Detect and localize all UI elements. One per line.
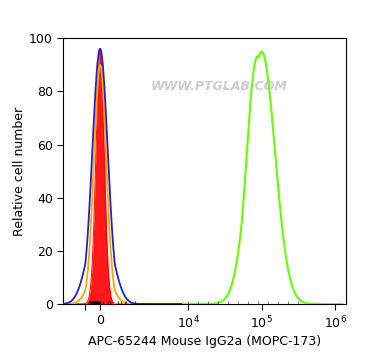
X-axis label: APC-65244 Mouse IgG2a (MOPC-173): APC-65244 Mouse IgG2a (MOPC-173) xyxy=(88,335,321,348)
Y-axis label: Relative cell number: Relative cell number xyxy=(13,107,26,236)
Text: WWW.PTGLAB.COM: WWW.PTGLAB.COM xyxy=(150,80,287,92)
